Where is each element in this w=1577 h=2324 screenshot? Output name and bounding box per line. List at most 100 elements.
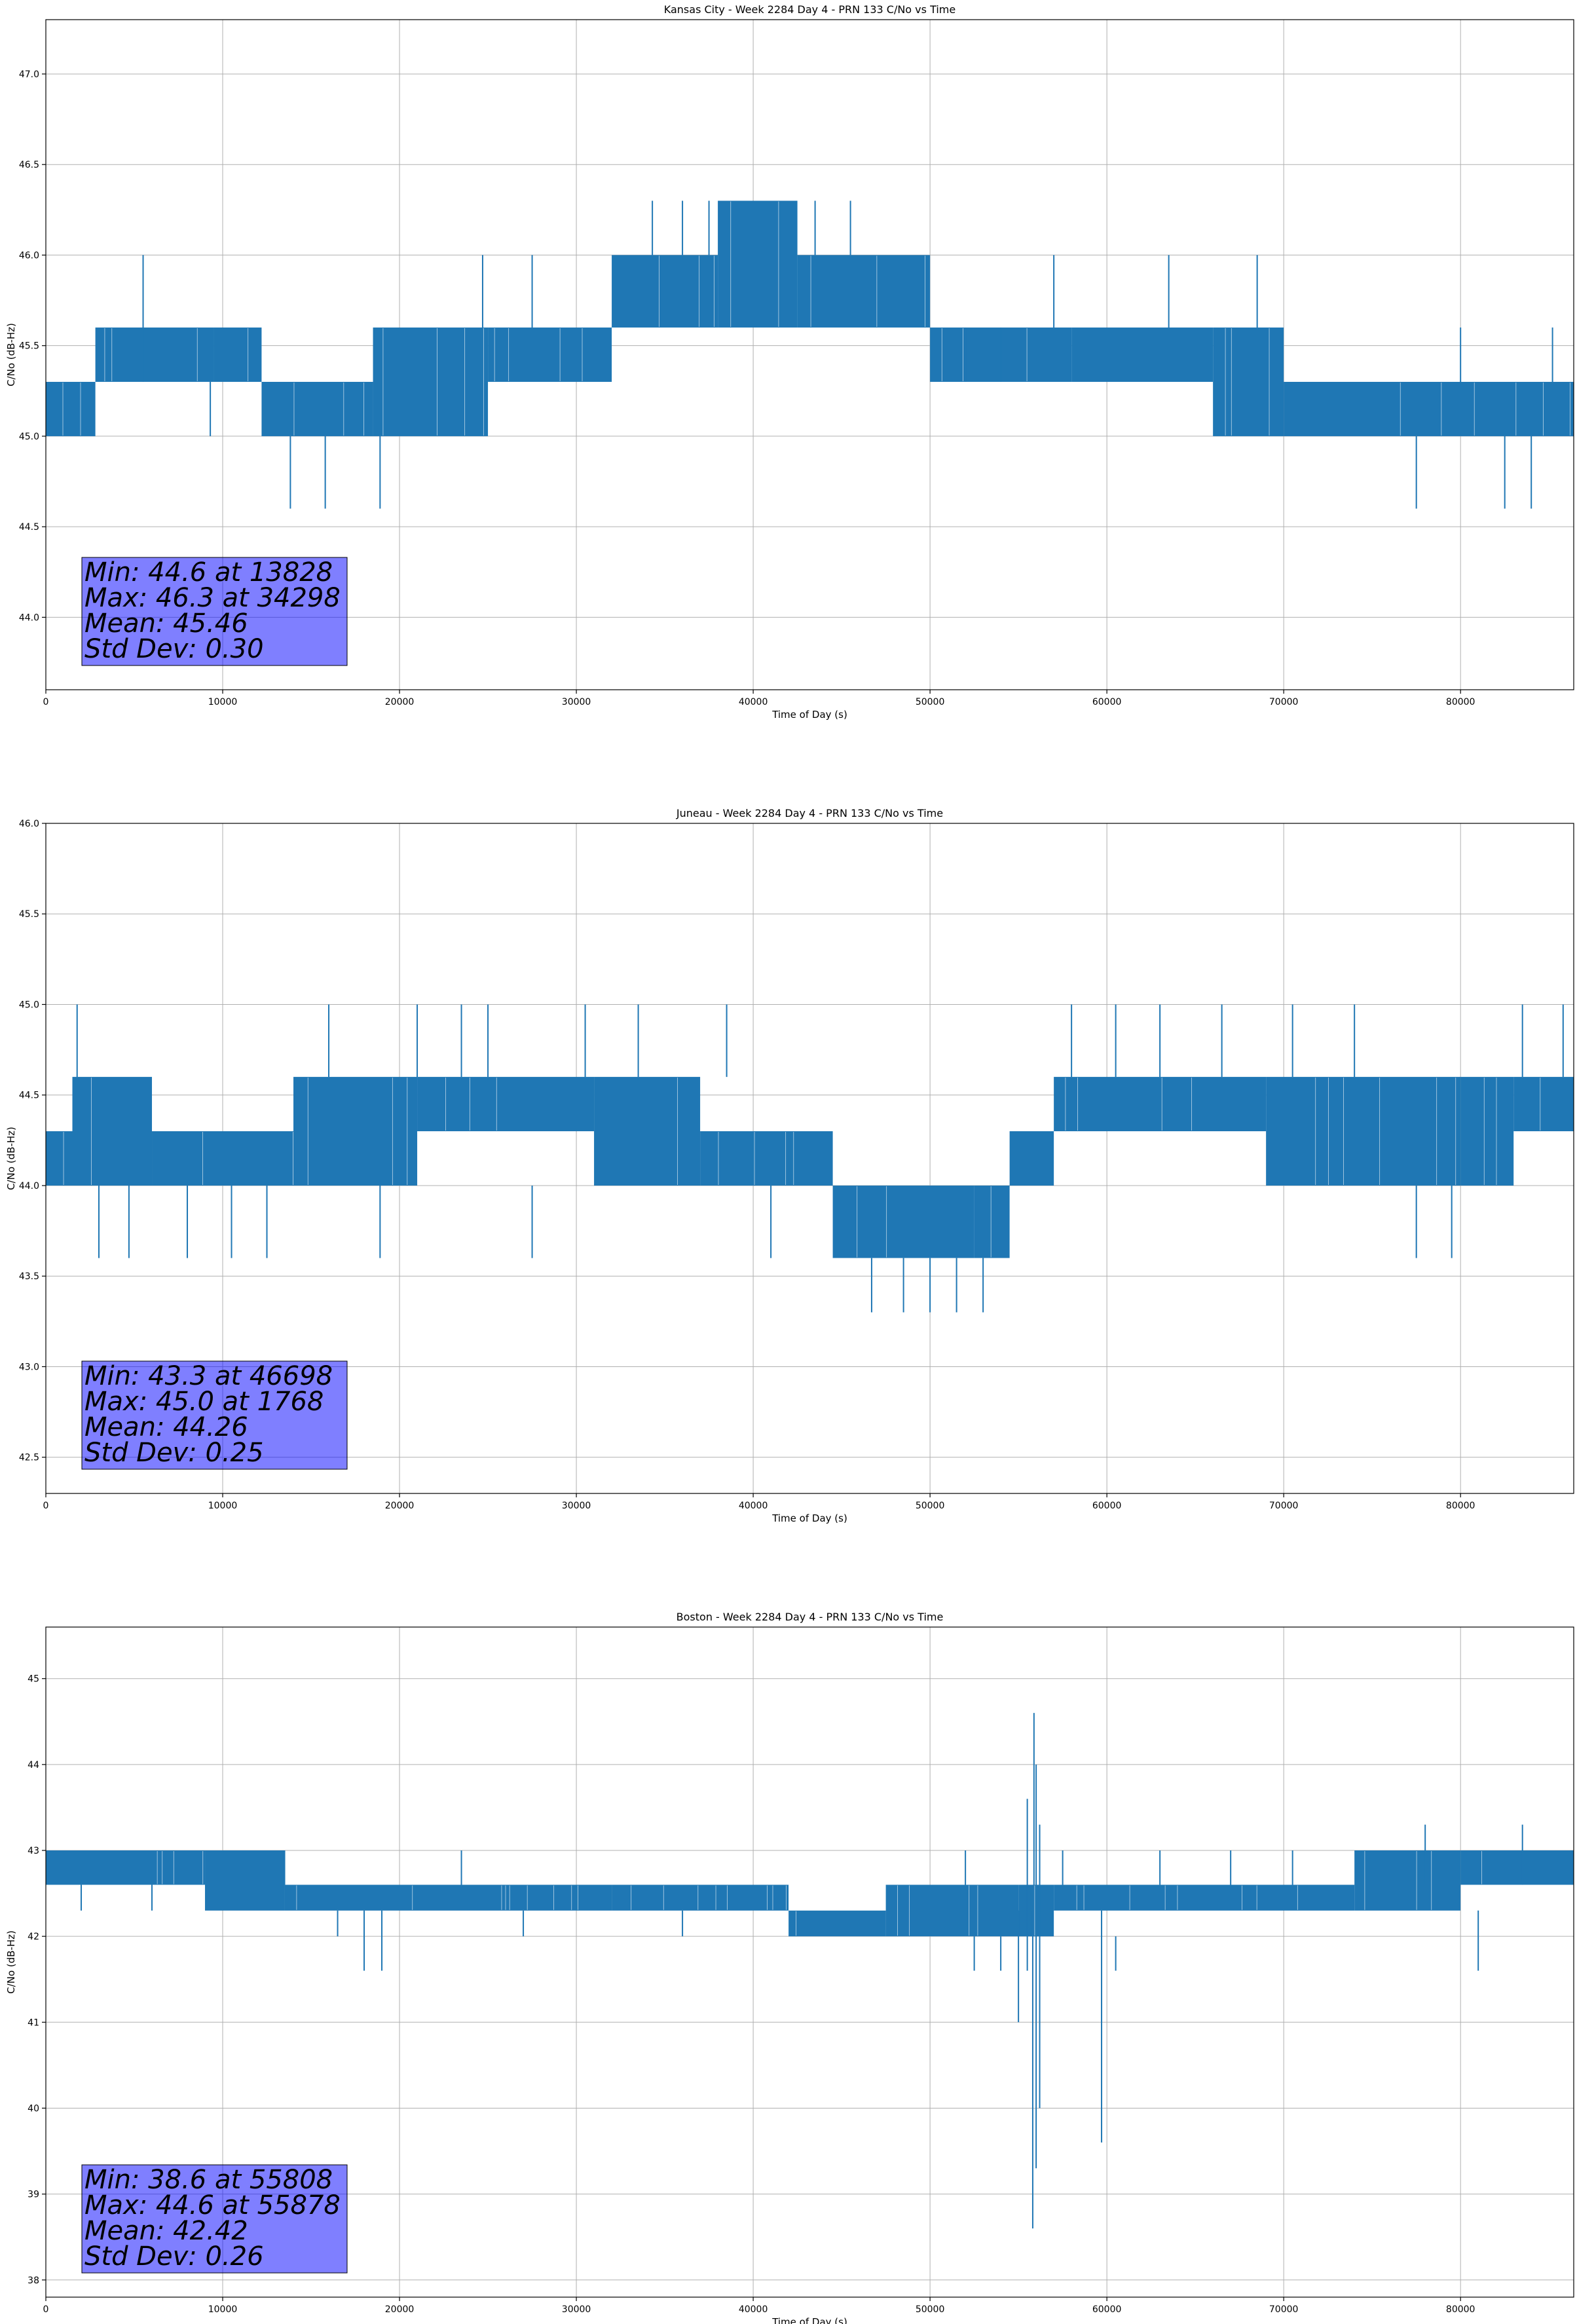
x-tick-label: 60000 <box>1092 697 1122 707</box>
stats-line: Min: 44.6 at 13828 <box>84 557 333 588</box>
stats-line: Std Dev: 0.26 <box>84 2241 264 2272</box>
x-tick-label: 70000 <box>1269 1501 1299 1511</box>
y-tick-label: 38 <box>28 2276 39 2286</box>
chart-title: Juneau - Week 2284 Day 4 - PRN 133 C/No … <box>676 807 943 819</box>
signal-band <box>1354 1850 1461 1911</box>
stats-line: Min: 38.6 at 55808 <box>84 2165 333 2195</box>
y-tick-label: 47.0 <box>19 69 39 80</box>
y-tick-label: 43 <box>28 1846 39 1856</box>
y-tick-label: 40 <box>28 2103 39 2114</box>
stats-line: Mean: 42.42 <box>84 2216 248 2246</box>
x-tick-label: 80000 <box>1446 697 1475 707</box>
series-line <box>46 1004 1574 1313</box>
signal-band <box>152 1131 294 1186</box>
y-tick-label: 46.0 <box>19 250 39 261</box>
x-tick-label: 0 <box>43 2304 49 2315</box>
stats-box <box>81 557 348 666</box>
x-tick-label: 20000 <box>385 697 415 707</box>
x-tick-label: 40000 <box>739 2304 768 2315</box>
x-tick-label: 80000 <box>1446 2304 1475 2315</box>
y-tick-label: 39 <box>28 2190 39 2200</box>
y-tick-label: 45.0 <box>19 1000 39 1010</box>
axes-frame <box>45 823 1574 1494</box>
signal-band <box>261 381 373 436</box>
series-line <box>46 200 1574 509</box>
signal-band <box>72 1077 153 1186</box>
x-tick-label: 10000 <box>208 697 238 707</box>
x-tick-label: 0 <box>43 697 49 707</box>
x-tick-label: 80000 <box>1446 1501 1475 1511</box>
signal-band <box>700 1131 833 1186</box>
signal-band <box>46 381 96 436</box>
signal-band <box>1460 1077 1514 1186</box>
y-tick-label: 45.5 <box>19 909 39 920</box>
x-tick-label: 50000 <box>916 1501 945 1511</box>
y-tick-label: 42.5 <box>19 1453 39 1463</box>
x-tick-label: 20000 <box>385 2304 415 2315</box>
y-tick-label: 43.5 <box>19 1271 39 1282</box>
x-tick-label: 10000 <box>208 1501 238 1511</box>
y-tick-label: 43.0 <box>19 1362 39 1372</box>
y-tick-label: 45.0 <box>19 432 39 442</box>
y-tick-label: 44.0 <box>19 612 39 623</box>
signal-band <box>1284 381 1574 436</box>
y-axis-label: C/No (dB-Hz) <box>5 1127 17 1190</box>
chart-1: 0 10000 20000 30000 40000 50000 60000 70000 8000… <box>5 3 1574 721</box>
chart-title: Boston - Week 2284 Day 4 - PRN 133 C/No … <box>677 1611 944 1623</box>
chart-3: 0 10000 20000 30000 40000 50000 60000 70000 8000… <box>5 1611 1574 2324</box>
signal-band <box>1266 1077 1461 1186</box>
signal-band <box>284 1884 612 1911</box>
x-tick-label: 30000 <box>562 697 591 707</box>
chart-title: Kansas City - Week 2284 Day 4 - PRN 133 … <box>664 3 955 16</box>
y-axis-label: C/No (dB-Hz) <box>5 1930 17 1994</box>
signal-band <box>612 1884 789 1911</box>
x-tick-label: 50000 <box>916 2304 945 2315</box>
y-tick-label: 44.5 <box>19 522 39 533</box>
stats-box <box>81 1360 348 1470</box>
stats-line: Max: 45.0 at 1768 <box>84 1387 324 1417</box>
x-tick-label: 0 <box>43 1501 49 1511</box>
y-tick-label: 45.5 <box>19 341 39 352</box>
signal-band <box>205 1850 285 1911</box>
stats-line: Mean: 44.26 <box>84 1412 248 1442</box>
x-tick-label: 30000 <box>562 2304 591 2315</box>
signal-band <box>832 1185 974 1258</box>
y-tick-label: 44 <box>28 1760 39 1771</box>
signal-band <box>1213 328 1284 436</box>
signal-band <box>293 1077 418 1186</box>
x-tick-label: 60000 <box>1092 1501 1122 1511</box>
stats-box <box>81 2164 348 2274</box>
y-tick-label: 42 <box>28 1932 39 1942</box>
stats-line: Max: 46.3 at 34298 <box>84 583 341 613</box>
signal-band <box>488 328 612 382</box>
stats-line: Max: 44.6 at 55878 <box>84 2190 341 2221</box>
x-axis-label: Time of Day (s) <box>771 709 847 721</box>
y-axis-label: C/No (dB-Hz) <box>5 323 17 386</box>
y-tick-label: 45 <box>28 1674 39 1685</box>
y-tick-label: 44.5 <box>19 1091 39 1101</box>
x-axis-label: Time of Day (s) <box>771 1512 847 1524</box>
signal-band <box>885 1884 1019 1937</box>
x-tick-label: 50000 <box>916 697 945 707</box>
signal-band <box>95 328 214 382</box>
x-tick-label: 20000 <box>385 1501 415 1511</box>
chart-2: 0 10000 20000 30000 40000 50000 60000 70000 8000… <box>5 807 1574 1524</box>
x-tick-label: 30000 <box>562 1501 591 1511</box>
y-tick-label: 44.0 <box>19 1181 39 1191</box>
axes-frame <box>45 19 1574 690</box>
signal-band <box>594 1077 701 1186</box>
signal-band <box>974 1185 1010 1258</box>
signal-band <box>1054 1077 1267 1132</box>
series-line <box>46 1713 1574 2229</box>
signal-band <box>1071 328 1214 382</box>
stats-line: Mean: 45.46 <box>84 609 248 639</box>
axes-frame <box>45 1626 1574 2298</box>
signal-band <box>612 255 718 328</box>
x-tick-label: 10000 <box>208 2304 238 2315</box>
signal-band <box>1513 1077 1574 1132</box>
signal-band <box>46 1850 206 1885</box>
signal-band <box>1054 1884 1355 1911</box>
x-tick-label: 70000 <box>1269 697 1299 707</box>
y-tick-label: 46.0 <box>19 819 39 829</box>
